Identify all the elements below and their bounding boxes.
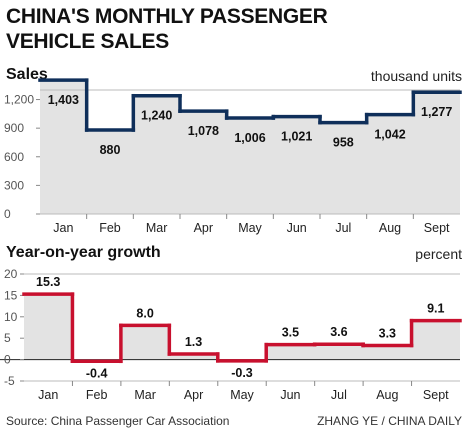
data-label: -0.4 bbox=[86, 366, 108, 380]
x-category-label: Mar bbox=[134, 388, 156, 402]
sales-unit-label: thousand units bbox=[370, 68, 462, 84]
y-tick-label: 0 bbox=[4, 207, 11, 221]
chart-title: CHINA'S MONTHLY PASSENGER VEHICLE SALES bbox=[6, 4, 328, 54]
y-tick-label: 900 bbox=[4, 121, 24, 135]
x-category-label: Jun bbox=[287, 221, 307, 235]
x-category-label: Mar bbox=[146, 221, 168, 235]
credit-note: ZHANG YE / CHINA DAILY bbox=[317, 414, 462, 428]
x-category-label: May bbox=[230, 388, 254, 402]
x-category-label: Apr bbox=[194, 221, 213, 235]
data-label: 1,042 bbox=[374, 128, 405, 142]
data-label: 1,403 bbox=[48, 93, 79, 107]
chart-area-fill bbox=[40, 80, 460, 214]
chart-title-line: VEHICLE SALES bbox=[6, 30, 169, 53]
data-label: 3.5 bbox=[282, 326, 299, 340]
growth-panel-title: Year-on-year growth bbox=[6, 244, 161, 261]
x-category-label: Jul bbox=[331, 388, 347, 402]
data-label: 1,240 bbox=[141, 109, 172, 123]
data-label: 3.6 bbox=[330, 325, 347, 339]
y-tick-label: 10 bbox=[4, 310, 18, 324]
growth-unit-label: percent bbox=[415, 246, 462, 262]
y-tick-label: 15 bbox=[4, 288, 18, 302]
y-tick-label: 20 bbox=[4, 267, 18, 281]
data-label: 958 bbox=[333, 136, 354, 150]
x-category-label: Sept bbox=[424, 221, 450, 235]
data-label: 1,078 bbox=[188, 124, 219, 138]
x-category-label: Apr bbox=[184, 388, 203, 402]
data-label: 880 bbox=[100, 143, 121, 157]
x-category-label: May bbox=[238, 221, 262, 235]
y-tick-label: -5 bbox=[4, 374, 15, 388]
y-tick-label: 0 bbox=[4, 353, 11, 367]
x-category-label: Feb bbox=[86, 388, 108, 402]
data-label: 1,277 bbox=[421, 105, 452, 119]
x-category-label: Jul bbox=[335, 221, 351, 235]
chart-title-line: CHINA'S MONTHLY PASSENGER bbox=[6, 5, 328, 28]
data-label: 9.1 bbox=[427, 302, 444, 316]
x-category-label: Sept bbox=[423, 388, 449, 402]
data-label: 3.3 bbox=[379, 326, 396, 340]
x-category-label: Aug bbox=[379, 221, 401, 235]
y-tick-label: 600 bbox=[4, 150, 24, 164]
x-category-label: Feb bbox=[99, 221, 121, 235]
growth-chart: -5 0 5 10 15 20 Jan Feb Mar Apr May Jun Jul Aug Sept 15… bbox=[0, 267, 462, 402]
data-label: 8.0 bbox=[136, 306, 153, 320]
data-label: 1.3 bbox=[185, 335, 202, 349]
y-tick-label: 5 bbox=[4, 331, 11, 345]
sales-panel-title: Sales bbox=[6, 66, 48, 83]
x-category-label: Jan bbox=[38, 388, 58, 402]
source-note: Source: China Passenger Car Association bbox=[6, 414, 230, 428]
data-label: -0.3 bbox=[231, 366, 253, 380]
x-category-label: Aug bbox=[376, 388, 398, 402]
sales-chart: 0 300 600 900 1,200 Jan Feb Mar Apr May Jun Jul Aug S… bbox=[4, 78, 462, 235]
y-tick-label: 300 bbox=[4, 178, 24, 192]
data-label: 1,006 bbox=[234, 131, 265, 145]
x-category-label: Jun bbox=[280, 388, 300, 402]
x-category-label: Jan bbox=[53, 221, 73, 235]
data-label: 15.3 bbox=[36, 275, 60, 289]
data-label: 1,021 bbox=[281, 130, 312, 144]
y-tick-label: 1,200 bbox=[4, 93, 34, 107]
